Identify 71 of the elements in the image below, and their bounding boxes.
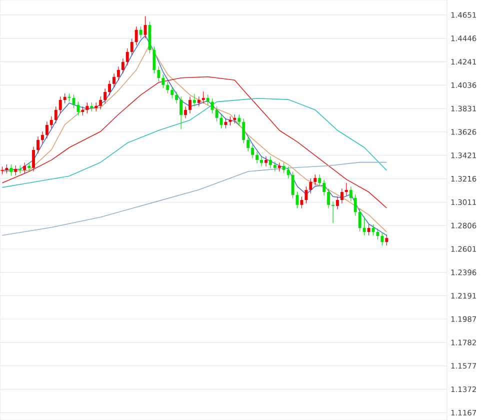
- candlestick: [362, 216, 366, 236]
- candlestick: [385, 234, 388, 246]
- candlestick: [242, 118, 246, 144]
- candlestick: [108, 80, 111, 96]
- candlestick: [318, 174, 322, 187]
- candlestick: [121, 58, 124, 74]
- candlestick: [322, 179, 326, 196]
- candlestick: [139, 26, 142, 39]
- candlestick: [282, 162, 286, 174]
- candlestick: [206, 94, 210, 106]
- candlestick: [63, 93, 66, 104]
- candlestick: [332, 201, 334, 224]
- candlestick: [162, 74, 165, 89]
- candlestick: [340, 188, 344, 204]
- candlestick: [314, 174, 317, 186]
- candlestick: [286, 166, 290, 179]
- candlestick: [238, 114, 241, 126]
- candlestick: [188, 96, 192, 114]
- candlestick: [175, 91, 178, 104]
- line-series: [2, 162, 388, 236]
- candlestick: [58, 96, 62, 114]
- candlestick: [268, 156, 272, 169]
- candlestick: [197, 96, 200, 107]
- candlestick: [309, 178, 312, 194]
- candlestick: [23, 162, 26, 174]
- candlestick: [36, 136, 40, 154]
- candlestick: [32, 146, 35, 172]
- line-series: [2, 98, 388, 188]
- candlestick: [130, 38, 134, 56]
- candlestick: [336, 196, 339, 210]
- candlestick: [354, 194, 357, 216]
- candlestick: [104, 88, 107, 104]
- candlestick: [28, 162, 31, 172]
- candlestick: [54, 106, 58, 124]
- candlestick: [215, 106, 218, 122]
- candlestick: [116, 66, 120, 81]
- candlestick: [349, 186, 352, 202]
- candlestick: [291, 171, 294, 199]
- candlestick: [50, 116, 53, 129]
- candlestick: [170, 86, 174, 99]
- candlestick: [99, 96, 102, 110]
- candlestick: [126, 48, 129, 66]
- candlestick: [273, 161, 276, 172]
- candlestick: [202, 91, 205, 104]
- candlestick: [134, 26, 138, 46]
- candlestick: [210, 98, 214, 114]
- candlestick: [10, 164, 13, 176]
- candlestick: [264, 156, 268, 167]
- candlestick: [376, 228, 380, 240]
- candlestick: [256, 151, 258, 164]
- candlestick: [166, 81, 170, 94]
- candlestick: [246, 136, 250, 152]
- candlestick: [144, 16, 147, 39]
- candlestick: [251, 144, 254, 159]
- candlestick: [45, 121, 48, 139]
- candlestick: [180, 96, 183, 130]
- candlestick: [112, 73, 116, 88]
- candlestick: [86, 102, 89, 114]
- candlestick: [304, 186, 308, 204]
- candlestick: [327, 188, 330, 209]
- candlestick: [367, 224, 370, 236]
- candlestick: [157, 66, 160, 82]
- candlestick: [192, 94, 196, 107]
- candlestick: [40, 131, 44, 144]
- candlestick: [358, 208, 362, 232]
- candlestick: [344, 182, 348, 196]
- candlestick: [380, 232, 384, 246]
- candlestick: [152, 46, 156, 74]
- candlestick: [260, 156, 263, 167]
- candlestick: [184, 106, 187, 119]
- candlestick: [14, 165, 18, 176]
